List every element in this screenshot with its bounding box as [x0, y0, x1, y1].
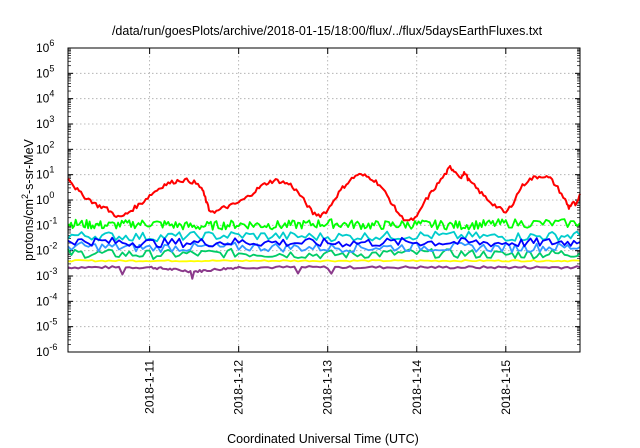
- x-axis: 2018-1-11 2018-1-12 2018-1-13 2018-1-14 2018…: [143, 48, 513, 415]
- y-axis-label-suffix: -s-sr-MeV: [22, 138, 36, 194]
- series-line: [67, 259, 581, 263]
- x-tick-label: 2018-1-15: [499, 360, 513, 415]
- y-axis-label-prefix: protons/cm: [22, 199, 36, 261]
- series-line: [67, 230, 581, 243]
- x-tick-label: 2018-1-12: [232, 360, 246, 415]
- series-line: [67, 265, 581, 280]
- y-tick-label: 100: [36, 190, 54, 207]
- y-axis: 10-6 10-5 10-4 10-3 10-2 10-1 100 101 102 103 104 1…: [36, 38, 580, 359]
- y-tick-label: 103: [36, 114, 54, 131]
- y-tick-label: 105: [36, 63, 54, 80]
- y-tick-label: 10-1: [36, 215, 57, 232]
- plot-area: [67, 164, 581, 280]
- y-tick-label: 10-4: [36, 291, 57, 308]
- y-tick-label: 10-6: [36, 342, 57, 359]
- x-tick-label: 2018-1-11: [143, 360, 157, 414]
- y-tick-label: 10-5: [36, 317, 57, 334]
- y-tick-label: 10-2: [36, 241, 57, 258]
- x-tick-label: 2018-1-13: [321, 360, 335, 415]
- series-line: [67, 236, 581, 249]
- y-tick-label: 102: [36, 139, 54, 156]
- series-line: [67, 218, 581, 231]
- plot-frame: [67, 47, 581, 353]
- y-axis-label: protons/cm2-s-sr-MeV: [20, 138, 36, 260]
- y-tick-label: 101: [36, 165, 54, 182]
- y-axis-label-sup: 2: [20, 194, 30, 199]
- y-tick-label: 106: [36, 38, 54, 55]
- y-tick-label: 10-3: [36, 266, 57, 283]
- series-line: [67, 164, 581, 222]
- x-tick-label: 2018-1-14: [410, 360, 424, 415]
- chart-title: /data/run/goesPlots/archive/2018-01-15/1…: [112, 24, 543, 38]
- x-axis-label: Coordinated Universal Time (UTC): [227, 432, 419, 446]
- y-tick-label: 104: [36, 89, 54, 106]
